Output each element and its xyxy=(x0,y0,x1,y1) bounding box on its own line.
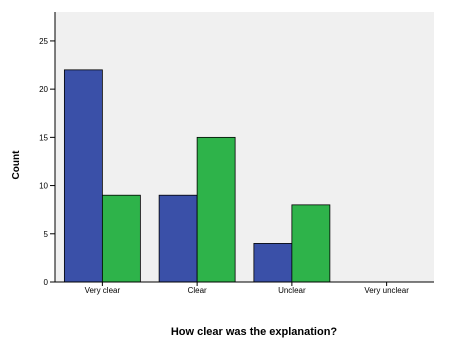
bar-series2-clear xyxy=(196,136,236,283)
y-tick-label: 25 xyxy=(39,37,48,46)
y-tick-label: 0 xyxy=(44,278,49,287)
x-tick-label: Unclear xyxy=(278,286,306,295)
bar-series1-very-clear xyxy=(63,69,103,283)
y-tick-label: 10 xyxy=(39,182,48,191)
bar-series1-clear xyxy=(158,194,198,283)
x-tick-label: Very clear xyxy=(85,286,121,295)
bar-series2-very-clear xyxy=(101,194,141,283)
x-tick-label: Very unclear xyxy=(364,286,409,295)
x-tick-label: Clear xyxy=(188,286,207,295)
bar-series1-unclear xyxy=(253,243,293,283)
y-axis-title: Count xyxy=(11,150,22,180)
y-tick-label: 20 xyxy=(39,85,48,94)
y-tick-label: 15 xyxy=(39,133,48,142)
x-axis-title: How clear was the explanation? xyxy=(171,326,338,338)
y-tick-label: 5 xyxy=(44,230,49,239)
bar-series2-unclear xyxy=(291,204,331,283)
